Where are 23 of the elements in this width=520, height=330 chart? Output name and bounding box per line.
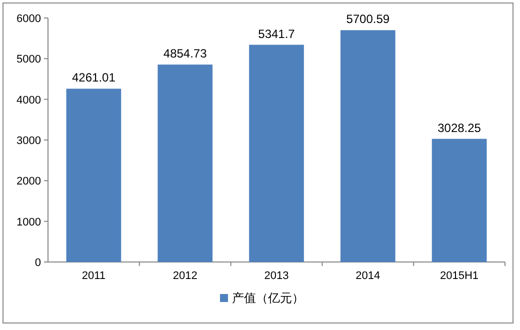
x-tick-label: 2013 [264, 270, 289, 282]
bar [432, 138, 487, 262]
x-tick-label: 2015H1 [440, 270, 479, 282]
y-tick-label: 6000 [16, 13, 41, 25]
bar [66, 88, 122, 262]
y-tick-label: 5000 [16, 54, 41, 66]
data-label: 5700.59 [346, 12, 390, 26]
y-tick-label: 1000 [16, 216, 41, 228]
y-tick-label: 3000 [16, 135, 41, 147]
data-label: 4854.73 [163, 46, 208, 61]
bar [158, 64, 213, 262]
data-label: 3028.25 [438, 120, 482, 135]
y-tick-label: 2000 [16, 176, 41, 188]
x-tick-label: 2012 [172, 270, 198, 282]
x-tick-label: 2014 [356, 270, 380, 282]
legend-label: 产值（亿元） [232, 291, 304, 305]
bar [249, 44, 304, 262]
bar [340, 30, 396, 262]
data-label: 5341.7 [258, 26, 296, 41]
data-label: 4261.01 [72, 70, 116, 85]
y-tick-label: 4000 [16, 94, 41, 106]
y-tick-label: 0 [34, 257, 41, 269]
x-tick-label: 2011 [82, 270, 106, 282]
